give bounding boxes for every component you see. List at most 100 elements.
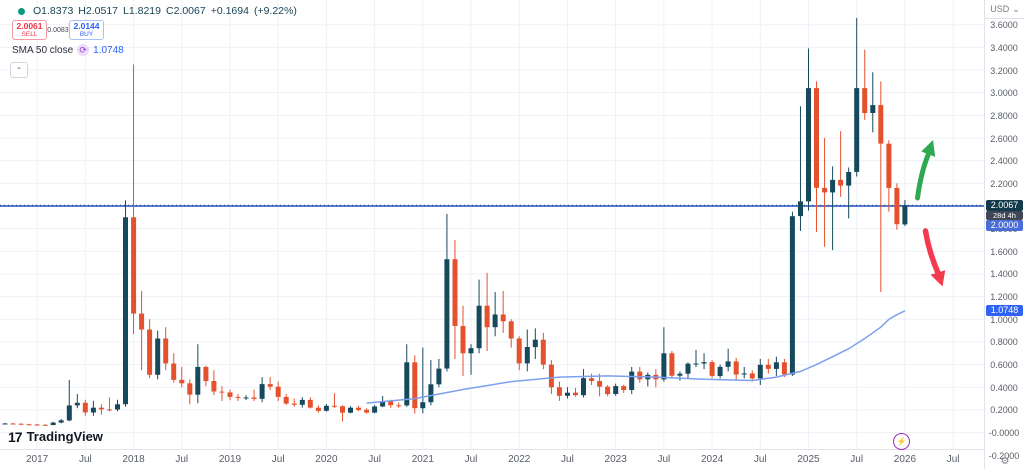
- candle-body: [661, 353, 667, 380]
- currency-dropdown[interactable]: USD ⌄: [985, 0, 1024, 19]
- sell-button[interactable]: 2.0061 SELL: [12, 20, 47, 40]
- candle-body: [404, 362, 410, 406]
- candle-body: [219, 391, 225, 393]
- candle-body: [364, 409, 370, 413]
- candle-body: [548, 364, 554, 388]
- horizontal-line-price-badge: 2.0000: [986, 220, 1023, 232]
- candlestick-chart[interactable]: [0, 0, 984, 449]
- price-tick: -0.2000: [988, 450, 1020, 461]
- candle-body: [468, 348, 474, 354]
- candle-body: [275, 386, 281, 397]
- candle-body: [621, 386, 627, 390]
- candle-body: [331, 405, 337, 407]
- time-tick: Jul: [946, 454, 960, 465]
- candle-body: [58, 420, 64, 423]
- event-flash-icon[interactable]: ⚡: [893, 433, 910, 450]
- candle-body: [66, 405, 72, 421]
- candle-body: [878, 105, 884, 144]
- candle-body: [830, 179, 836, 193]
- candle-body: [605, 386, 611, 395]
- time-tick: Jul: [850, 454, 864, 465]
- candle-body: [717, 366, 723, 376]
- candle-body: [508, 321, 514, 339]
- chevron-down-icon: ⌄: [1012, 3, 1020, 14]
- candle-body: [902, 205, 908, 225]
- candle-body: [34, 424, 40, 426]
- candle-body: [476, 305, 482, 349]
- candle-body: [18, 423, 24, 425]
- tradingview-logo-icon: 17: [8, 428, 23, 445]
- price-tick: 1.4000: [990, 269, 1018, 280]
- candle-body: [773, 362, 779, 369]
- candle-body: [307, 399, 313, 408]
- price-axis[interactable]: USD ⌄ 3.6000 3.4000 3.2000 3.0000 2.8000 2.60…: [984, 0, 1024, 469]
- price-tick: 2.6000: [990, 133, 1018, 144]
- candle-body: [211, 381, 217, 392]
- candle-body: [372, 406, 378, 413]
- collapse-legend-button[interactable]: ⌃: [10, 62, 28, 78]
- candle-body: [251, 397, 257, 399]
- time-tick: Jul: [561, 454, 574, 465]
- price-tick: 3.2000: [990, 65, 1018, 76]
- candle-body: [235, 396, 241, 398]
- candle-body: [195, 366, 201, 395]
- indicator-value: 1.0748: [93, 44, 124, 56]
- candle-body: [74, 402, 80, 406]
- candle-body: [838, 179, 844, 186]
- bar-countdown-badge: 28d 4h: [986, 211, 1023, 221]
- candle-body: [749, 373, 755, 379]
- candle-body: [540, 339, 546, 365]
- price-tick: 0.4000: [990, 382, 1018, 393]
- candle-body: [524, 347, 530, 364]
- candle-body: [356, 407, 361, 410]
- tradingview-watermark[interactable]: 17 TradingView: [8, 429, 103, 444]
- candle-body: [500, 314, 506, 322]
- change-percent: (+9.22%): [253, 5, 297, 17]
- loop-icon[interactable]: ⟳: [77, 44, 90, 56]
- candle-body: [179, 379, 185, 384]
- time-axis[interactable]: 2017 Jul 2018 Jul 2019 Jul 2020 Jul 2021 Jul 2022 J…: [0, 449, 984, 469]
- candle-body: [765, 364, 771, 369]
- candle-body: [436, 368, 442, 385]
- candle-body: [685, 363, 691, 374]
- candle-body: [870, 105, 876, 113]
- candle-body: [637, 371, 643, 380]
- time-tick: 2022: [508, 454, 531, 465]
- candle-body: [155, 338, 161, 375]
- candle-body: [846, 172, 852, 186]
- candle-body: [10, 423, 16, 425]
- axis-settings-gear-icon[interactable]: ⚙: [1000, 456, 1010, 467]
- order-panel: 2.0061 SELL 0.0083 2.0144 BUY: [12, 20, 104, 40]
- candle-body: [862, 88, 868, 113]
- candle-body: [107, 409, 112, 411]
- close-value: C2.0067: [165, 5, 206, 17]
- candle-body: [757, 364, 763, 379]
- ohlc-legend: O1.8373 H2.0517 L1.8219 C2.0067 +0.1694 …: [18, 5, 297, 17]
- market-status-icon: [18, 7, 25, 15]
- candle-body: [283, 396, 289, 404]
- time-tick: Jul: [464, 454, 478, 465]
- indicator-legend[interactable]: SMA 50 close ⟳ 1.0748: [12, 44, 124, 56]
- candle-body: [573, 392, 578, 396]
- sell-price: 2.0061: [16, 21, 43, 31]
- candle-body: [565, 392, 570, 396]
- candle-body: [733, 361, 739, 375]
- candle-body: [412, 362, 418, 409]
- candle-body: [348, 407, 353, 413]
- candle-body: [532, 339, 538, 348]
- low-value: L1.8219: [123, 5, 161, 17]
- price-tick: 1.6000: [990, 246, 1018, 257]
- sma-price-badge: 1.0748: [986, 305, 1023, 317]
- candle-body: [814, 88, 819, 188]
- candle-body: [854, 88, 860, 172]
- candle-body: [291, 403, 297, 405]
- tradingview-logo-text: TradingView: [26, 429, 103, 444]
- candle-body: [98, 407, 104, 410]
- time-tick: 2019: [218, 454, 242, 465]
- buy-button[interactable]: 2.0144 BUY: [69, 20, 104, 40]
- price-tick: 2.2000: [990, 178, 1018, 189]
- candle-body: [299, 399, 305, 405]
- time-tick: 2020: [315, 454, 338, 465]
- candle-body: [388, 401, 394, 406]
